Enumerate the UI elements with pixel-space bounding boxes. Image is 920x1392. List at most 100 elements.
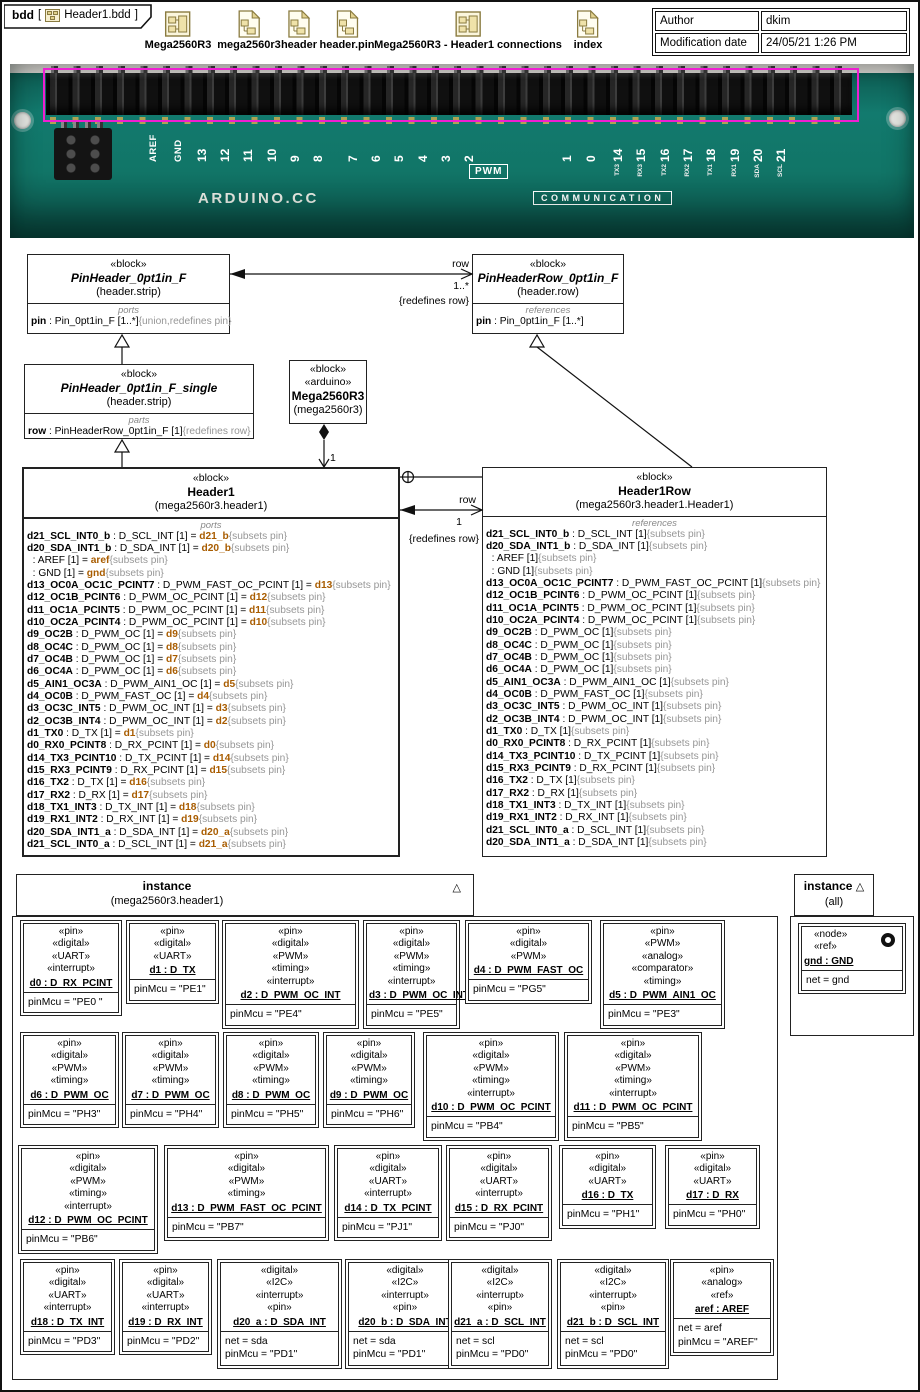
instance-box-d21_b[interactable]: «digital» «I2C» «interrupt» «pin» d21_b : D_… (557, 1259, 669, 1369)
instance-box-d3[interactable]: «pin» «digital» «PWM» «timing» «interrupt» d3… (363, 920, 469, 1029)
instance-box-d15[interactable]: «pin» «digital» «UART» «interrupt» d15 : D_R… (446, 1145, 552, 1242)
instance-box-d1[interactable]: «pin» «digital» «UART» d1 : D_TX pinMcu = "P… (126, 920, 219, 1004)
shortcut-mega2560r3[interactable]: mega2560r3 (217, 9, 281, 51)
generalization-header1row-to-pinheaderrow[interactable] (528, 333, 693, 468)
block-header1[interactable]: «block» Header1 (mega2560r3.header1) por… (22, 467, 400, 857)
port-entry: d7_OC4B : D_PWM_OC [1] = d7{subsets pin} (27, 653, 237, 665)
instance-box-d17[interactable]: «pin» «digital» «UART» d17 : D_RX pinMcu = "… (665, 1145, 760, 1229)
instance-main-title[interactable]: instance (mega2560r3.header1) △ (16, 874, 474, 916)
instance-box-d20_a[interactable]: «digital» «I2C» «interrupt» «pin» d20_a : D_… (217, 1259, 342, 1369)
instance-box-d21_a[interactable]: «digital» «I2C» «interrupt» «pin» d21_a : D_… (448, 1259, 552, 1369)
instance-box-d4[interactable]: «pin» «digital» «PWM» d4 : D_PWM_FAST_OC pin… (465, 920, 592, 1004)
stereotype-label: «comparator» (631, 963, 694, 975)
stereotype-label: «interrupt» (364, 1188, 412, 1200)
instance-box-d7[interactable]: «pin» «digital» «PWM» «timing» d7 : D_PWM_OC… (122, 1032, 219, 1129)
slot-value: pinMcu = "PE5" (371, 1009, 443, 1021)
shortcut-label: header (280, 39, 318, 51)
instance-all-title[interactable]: instance △ (all) (794, 874, 874, 916)
shortcut-header-pin[interactable]: header.pin (319, 9, 375, 51)
black-pin-header (46, 73, 852, 115)
association-row-mid[interactable]: row 1 {redefines row} (400, 494, 484, 545)
diagram-tab[interactable]: bdd [ Header1.bdd ] (4, 4, 164, 30)
svg-text:1: 1 (456, 516, 462, 528)
slot-values: net = scl pinMcu = "PD0" (561, 1330, 665, 1365)
instance-box-d2[interactable]: «pin» «digital» «PWM» «timing» «interrupt» d2… (222, 920, 359, 1029)
tab-kind-label: bdd (12, 8, 34, 22)
block-pinheaderrow[interactable]: «block» PinHeaderRow_0pt1in_F (header.ro… (472, 254, 624, 334)
instance-box-d18[interactable]: «pin» «digital» «UART» «interrupt» d18 : D_T… (20, 1259, 115, 1356)
association-row-top[interactable]: row 1..* {redefines row} (230, 258, 474, 307)
shortcut-header[interactable]: header (280, 9, 318, 51)
info-value-cell: dkim (761, 11, 907, 31)
shortcut-mega2560r3[interactable]: Mega2560R3 (145, 10, 211, 51)
instance-box-d16[interactable]: «pin» «digital» «UART» d16 : D_TX pinMcu = "… (559, 1145, 656, 1229)
port-entry: d5_AIN1_OC3A : D_PWM_AIN1_OC [1] = d5{su… (27, 678, 294, 690)
stereotype-label: «digital» (392, 938, 431, 950)
instance-box-d10[interactable]: «pin» «digital» «PWM» «timing» «interrupt» d1… (423, 1032, 559, 1141)
stereotype-label: «pin» (234, 1151, 259, 1162)
reference-entry: d6_OC4A : D_PWM_OC [1]{subsets pin} (486, 664, 672, 676)
instance-name: aref : AREF (694, 1304, 750, 1316)
slot-values: pinMcu = "PB5" (568, 1116, 698, 1137)
block-pinheader-single[interactable]: «block» PinHeader_0pt1in_F_single (heade… (24, 364, 254, 439)
ports-list: d21_SCL_INT0_b : D_SCL_INT [1] = d21_b{s… (24, 531, 398, 852)
block-qualifier: (header.strip) (106, 396, 172, 408)
slot-values: pinMcu = "PE0 " (24, 991, 118, 1013)
instance-box-d11[interactable]: «pin» «digital» «PWM» «timing» «interrupt» d1… (564, 1032, 702, 1141)
port-entry: d21_SCL_INT0_b : D_SCL_INT [1] = d21_b{s… (27, 530, 288, 542)
containment-link[interactable] (400, 470, 482, 484)
stereotype-label: «pin» (620, 1038, 646, 1049)
instance-box-d12[interactable]: «pin» «digital» «PWM» «timing» «interrupt» d1… (18, 1145, 158, 1254)
instance-box-d6[interactable]: «pin» «digital» «PWM» «timing» d6 : D_PWM_OC… (20, 1032, 119, 1129)
block-mega2560r3[interactable]: «block» «arduino» Mega2560R3 (mega2560r3… (289, 360, 367, 424)
instance-box-d20_b[interactable]: «digital» «I2C» «interrupt» «pin» d20_b : D_… (345, 1259, 465, 1369)
instance-box-aref[interactable]: «pin» «analog» «ref» aref : AREF net = aref p… (670, 1259, 774, 1357)
stereotype-label: «pin» (392, 1302, 418, 1314)
reference-entry: d4_OC0B : D_PWM_FAST_OC [1]{subsets pin} (486, 688, 703, 700)
slot-values: pinMcu = "PH3" (24, 1103, 115, 1125)
svg-text:row: row (459, 494, 476, 506)
stereotype-label: «pin» (267, 1302, 292, 1314)
reference-entry: d15_RX3_PCINT9 : D_RX_PCINT [1]{subsets … (486, 763, 716, 775)
instance-name: d12 : D_PWM_OC_PCINT (28, 1215, 148, 1227)
stereotype-label: «digital» (614, 1050, 652, 1062)
stereotype-label: «PWM» (253, 1062, 289, 1074)
stereotype-label: «pin» (709, 1265, 735, 1276)
shortcut-index[interactable]: index (574, 9, 602, 51)
instance-box-d14[interactable]: «pin» «digital» «UART» «interrupt» d14 : D_T… (334, 1145, 442, 1242)
composition-mega-to-header1[interactable]: 1 (318, 424, 336, 469)
slot-values: net = sda pinMcu = "PD1" (349, 1330, 461, 1365)
instance-box-d8[interactable]: «pin» «digital» «PWM» «timing» d8 : D_PWM_OC… (223, 1032, 319, 1129)
stereotype-label: «digital» (386, 1265, 424, 1276)
stereotype-label: «block» (309, 363, 347, 375)
node-gnd[interactable]: «node» «ref» gnd : GND net = gnd (798, 923, 906, 995)
instance-box-d13[interactable]: «pin» «digital» «PWM» «timing» d13 : D_PWM_F… (164, 1145, 329, 1242)
slot-value: net = scl (565, 1335, 604, 1347)
generalization-single-to-pinheader[interactable] (113, 333, 131, 364)
reference-entry: d19_RX1_INT2 : D_RX_INT [1]{subsets pin} (486, 812, 687, 824)
instance-box-d0[interactable]: «pin» «digital» «UART» «interrupt» d0 : D_RX… (20, 920, 122, 1017)
stereotype-label: «pin» (650, 926, 675, 937)
tab-shape (4, 4, 152, 29)
collapse-triangle-icon[interactable]: △ (452, 882, 461, 894)
selected-header-highlight[interactable] (43, 68, 859, 122)
instance-box-d19[interactable]: «pin» «digital» «UART» «interrupt» d19 : D_R… (119, 1259, 212, 1356)
block-pinheader[interactable]: «block» PinHeader_0pt1in_F (header.strip… (27, 254, 232, 334)
reference-entry: d2_OC3B_INT4 : D_PWM_OC_INT [1]{subsets … (486, 713, 722, 725)
slot-value: pinMcu = "PE1" (134, 984, 206, 996)
shortcut-label: mega2560r3 (217, 39, 281, 51)
shortcut-mega2560r3-header1-connections[interactable]: Mega2560R3 - Header1 connections (374, 10, 562, 51)
port-entry: d12_OC1B_PCINT6 : D_PWM_OC_PCINT [1] = d… (27, 592, 326, 604)
generalization-header1-to-single[interactable] (113, 438, 131, 467)
instance-name: d11 : D_PWM_OC_PCINT (573, 1102, 693, 1114)
stereotype-label: «digital» (509, 938, 548, 950)
svg-text:{redefines row}: {redefines row} (399, 295, 470, 307)
stereotype-label: «block» (192, 472, 230, 484)
svg-text:row: row (452, 258, 469, 270)
instance-box-d9[interactable]: «pin» «digital» «PWM» «timing» d9 : D_PWM_OC… (323, 1032, 415, 1129)
collapse-triangle-icon[interactable]: △ (855, 881, 865, 893)
port-entry: d17_RX2 : D_RX [1] = d17{subsets pin} (27, 789, 208, 801)
mounting-hole-left (14, 112, 31, 129)
block-header1row[interactable]: «block» Header1Row (mega2560r3.header1.H… (482, 467, 827, 857)
instance-box-d5[interactable]: «pin» «PWM» «analog» «comparator» «timing» d5… (600, 920, 725, 1029)
